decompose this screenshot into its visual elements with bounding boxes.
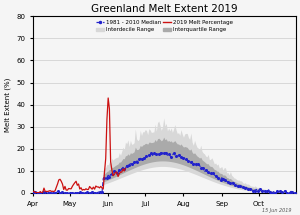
Y-axis label: Melt Extent (%): Melt Extent (%) xyxy=(4,77,11,132)
Text: 15 Jun 2019: 15 Jun 2019 xyxy=(262,208,291,213)
Legend: 1981 - 2010 Median, Interdecile Range, 2019 Melt Percentage, Interquartile Range: 1981 - 2010 Median, Interdecile Range, 2… xyxy=(95,19,234,33)
Title: Greenland Melt Extent 2019: Greenland Melt Extent 2019 xyxy=(91,4,238,14)
